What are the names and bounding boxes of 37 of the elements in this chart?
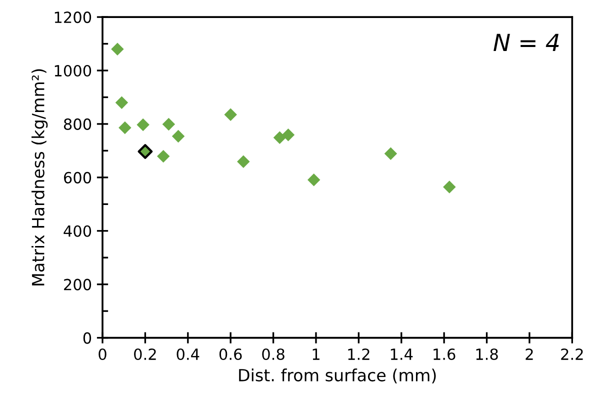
point	[282, 128, 295, 142]
x-tick-label: 2	[526, 348, 533, 360]
x-tick-label: 1.2	[348, 348, 370, 360]
x-tick-label: 0.2	[134, 348, 156, 360]
x-tick-label: 0	[98, 348, 106, 360]
x-tick-label: 1.6	[434, 348, 456, 360]
x-axis-title: Dist. from surface (mm)	[239, 368, 436, 384]
y-tick-label: 1000	[54, 64, 92, 77]
point	[237, 155, 250, 168]
x-tick-label: 1.8	[476, 348, 498, 360]
x-tick-label: 2.2	[561, 348, 583, 360]
point	[273, 131, 286, 144]
point	[111, 42, 124, 56]
y-tick-label: 400	[64, 225, 92, 237]
annotation: N = 4	[494, 34, 559, 52]
point	[224, 108, 237, 121]
point	[118, 121, 132, 134]
y-tick-label: 600	[64, 172, 92, 184]
x-tick-label: 0.4	[176, 348, 200, 360]
x-tick-label: 1	[312, 348, 320, 360]
point	[162, 118, 176, 131]
y-tick-label: 800	[64, 118, 92, 130]
point	[136, 118, 150, 132]
x-tick-label: 0.6	[219, 348, 242, 360]
y-tick-label: 1200	[54, 12, 92, 24]
point	[138, 144, 153, 159]
y-tick-label: 0	[83, 332, 92, 344]
point	[156, 150, 170, 163]
x-tick-label: 1.4	[390, 348, 413, 360]
point	[172, 130, 185, 143]
point	[384, 147, 398, 160]
y-tick-label: 200	[64, 278, 92, 290]
y-axis-title: Matrix Hardness (kg/mm²)	[32, 69, 48, 286]
point	[115, 96, 128, 109]
point	[307, 173, 320, 186]
point	[443, 180, 456, 194]
x-tick-label: 0.8	[262, 348, 284, 360]
